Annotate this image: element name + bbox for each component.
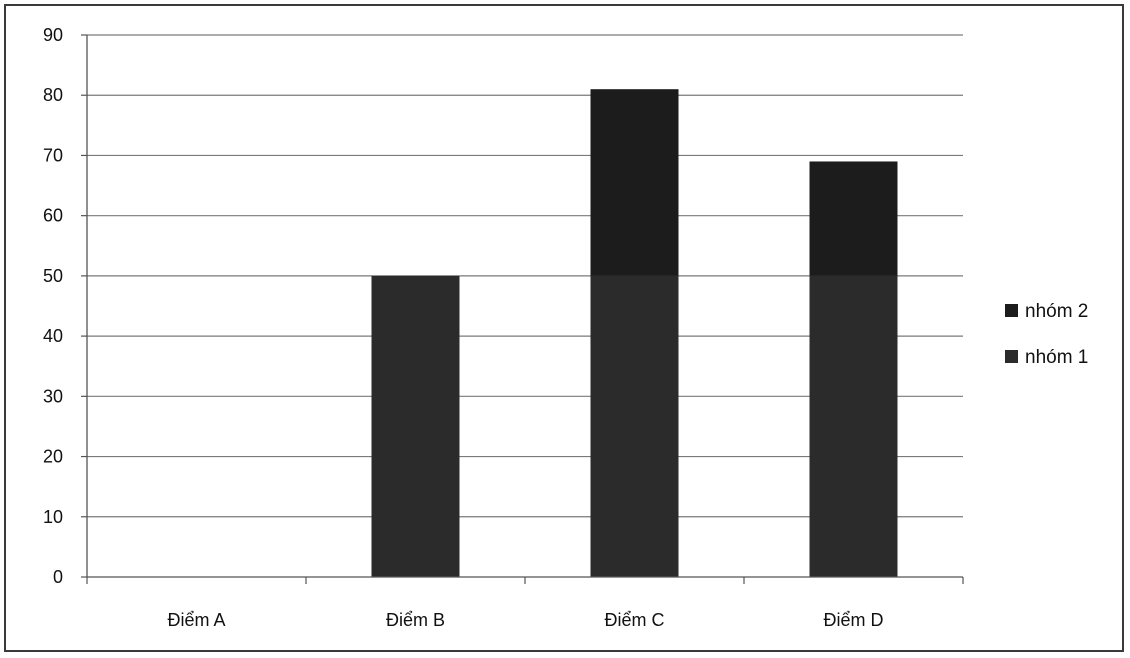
y-tick-labels: 0 10 20 30 40 50 60 70 80 90 bbox=[43, 25, 63, 587]
legend-swatch bbox=[1005, 304, 1018, 317]
chart-frame bbox=[4, 4, 1124, 652]
y-tick-label: 90 bbox=[43, 25, 63, 45]
bars bbox=[371, 89, 898, 577]
y-tick-label: 80 bbox=[43, 85, 63, 105]
legend-label: nhóm 2 bbox=[1025, 301, 1088, 322]
y-tick-label: 10 bbox=[43, 507, 63, 527]
bar bbox=[590, 275, 679, 577]
axes bbox=[81, 34, 964, 584]
bar bbox=[809, 161, 898, 276]
y-tick-label: 0 bbox=[53, 567, 63, 587]
x-tick-label: Điểm A bbox=[167, 610, 225, 630]
y-tick-label: 40 bbox=[43, 326, 63, 346]
x-tick-label: Điểm C bbox=[604, 610, 664, 630]
x-tick-label: Điểm B bbox=[386, 610, 445, 630]
legend-swatch bbox=[1005, 350, 1018, 363]
y-tick-label: 30 bbox=[43, 386, 63, 406]
bar bbox=[590, 89, 679, 276]
legend: nhóm 2 nhóm 1 bbox=[1005, 301, 1088, 368]
y-tick-label: 20 bbox=[43, 447, 63, 467]
legend-label: nhóm 1 bbox=[1025, 347, 1088, 368]
y-tick-label: 60 bbox=[43, 206, 63, 226]
y-tick-label: 70 bbox=[43, 145, 63, 165]
bar bbox=[809, 275, 898, 577]
x-tick-label: Điểm D bbox=[823, 610, 883, 630]
bar bbox=[371, 275, 460, 577]
x-tick-labels: Điểm A Điểm B Điểm C Điểm D bbox=[167, 610, 883, 630]
y-tick-label: 50 bbox=[43, 266, 63, 286]
